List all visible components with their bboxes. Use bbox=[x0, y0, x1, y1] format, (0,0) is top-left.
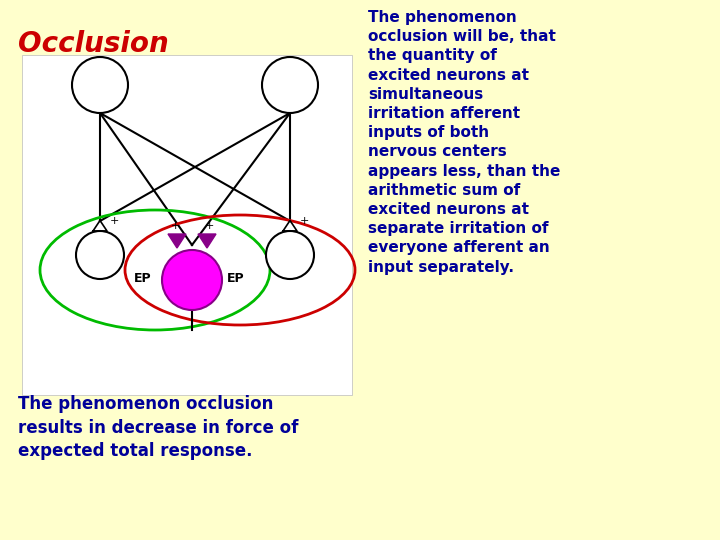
Text: The phenomenon occlusion
results in decrease in force of
expected total response: The phenomenon occlusion results in decr… bbox=[18, 395, 298, 460]
Polygon shape bbox=[198, 234, 216, 248]
Text: +: + bbox=[204, 221, 214, 231]
Circle shape bbox=[262, 57, 318, 113]
Text: EP: EP bbox=[134, 272, 152, 285]
Polygon shape bbox=[168, 234, 186, 248]
Circle shape bbox=[162, 250, 222, 310]
Circle shape bbox=[72, 57, 128, 113]
Text: The phenomenon
occlusion will be, that
the quantity of
excited neurons at
simult: The phenomenon occlusion will be, that t… bbox=[368, 10, 560, 275]
Circle shape bbox=[266, 231, 314, 279]
Text: EP: EP bbox=[227, 272, 245, 285]
Text: +: + bbox=[110, 216, 120, 226]
Text: +: + bbox=[171, 221, 180, 231]
Text: Occlusion: Occlusion bbox=[18, 30, 168, 58]
FancyBboxPatch shape bbox=[22, 55, 352, 395]
Circle shape bbox=[76, 231, 124, 279]
Text: +: + bbox=[300, 216, 310, 226]
